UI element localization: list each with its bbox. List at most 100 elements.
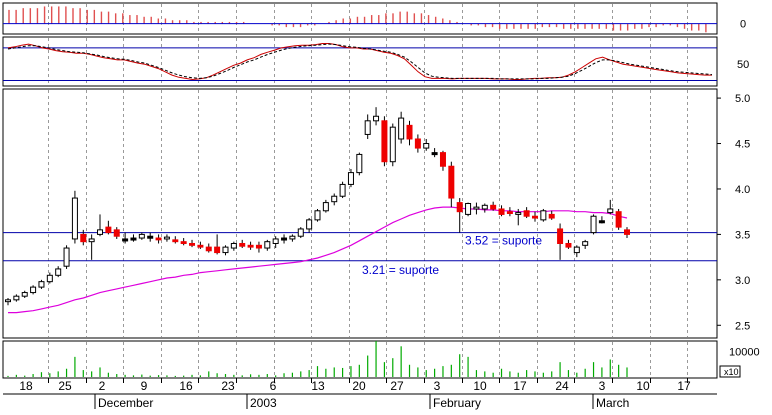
candle-body <box>431 152 438 156</box>
candlestick <box>21 290 28 299</box>
volume-panel: 10000 x10 <box>7 341 760 378</box>
candle-body <box>155 237 162 241</box>
candlestick <box>431 148 438 158</box>
candle-body <box>473 206 480 210</box>
candle-body <box>565 242 572 248</box>
date-month-label: March <box>596 396 629 410</box>
candlestick <box>38 279 45 289</box>
candlestick <box>314 208 321 222</box>
candlestick <box>523 207 530 219</box>
candle-body <box>122 238 129 242</box>
candlestick <box>557 223 564 260</box>
candle-body <box>624 229 630 235</box>
candlestick <box>55 266 62 278</box>
oscillator-panel: 50 <box>3 43 749 82</box>
candlestick <box>71 190 78 244</box>
candle-body <box>414 138 421 149</box>
candlestick <box>356 152 363 176</box>
candlestick <box>364 114 371 139</box>
oscillator-line <box>7 43 712 81</box>
candlestick <box>548 210 555 220</box>
date-day-label: 9 <box>141 379 148 393</box>
candle-body <box>264 241 271 249</box>
candle-body <box>506 211 513 214</box>
candlestick <box>506 207 513 217</box>
date-day-label: 18 <box>19 379 33 393</box>
candle-body <box>598 220 605 224</box>
candlestick <box>163 234 170 242</box>
candlestick <box>590 214 597 235</box>
date-day-label: 10 <box>473 379 487 393</box>
candle-body <box>373 115 380 122</box>
candlestick <box>540 208 547 222</box>
candlestick <box>406 120 413 146</box>
date-day-label: 10 <box>636 379 650 393</box>
candle-body <box>465 203 472 215</box>
support-label-upper: 3.52 = suporte <box>465 234 542 248</box>
candlestick <box>214 234 221 255</box>
candle-body <box>523 210 530 217</box>
candlestick <box>615 208 622 230</box>
candlestick <box>481 203 488 213</box>
panel-frames <box>2 2 718 395</box>
candle-body <box>147 235 154 239</box>
candlestick <box>573 245 580 258</box>
candlestick <box>247 241 254 250</box>
candle-body <box>381 120 388 163</box>
candle-body <box>5 299 11 303</box>
candlestick <box>264 239 271 251</box>
candle-body <box>163 236 170 240</box>
candlestick <box>565 239 572 249</box>
candle-body <box>389 126 396 163</box>
candlestick <box>498 205 505 217</box>
candlestick <box>13 294 20 302</box>
date-day-label: 13 <box>311 379 325 393</box>
candle-body <box>281 237 288 241</box>
candlestick <box>189 239 196 248</box>
candle-body <box>113 229 120 237</box>
candle-body <box>97 229 104 235</box>
candlestick <box>80 229 87 246</box>
candlestick <box>582 239 589 249</box>
candlestick <box>465 202 472 217</box>
candle-body <box>356 153 363 174</box>
candle-body <box>398 117 405 140</box>
candle-body <box>55 268 62 276</box>
date-day-label: 27 <box>390 379 404 393</box>
candlestick <box>515 208 522 226</box>
candle-body <box>540 210 547 221</box>
price-panel: 5.0 4.5 4.0 3.5 3.0 2.5 3.52 = suporte 3.21 = s… <box>3 93 750 332</box>
candle-body <box>138 233 145 239</box>
candle-body <box>214 246 221 254</box>
candlestick <box>624 227 630 239</box>
candlestick <box>389 123 396 167</box>
volume-multiplier-label: x10 <box>724 367 739 377</box>
candlestick <box>255 241 262 253</box>
candlestick <box>105 220 112 235</box>
candlestick <box>448 161 455 208</box>
candle-body <box>247 244 254 248</box>
date-day-label: 3 <box>599 379 606 393</box>
price-tick-label: 4.0 <box>735 184 750 196</box>
panel-frame-price <box>2 88 718 339</box>
candle-body <box>423 143 430 149</box>
candlestick <box>180 238 187 246</box>
candlestick <box>398 111 405 144</box>
candle-body <box>515 212 522 215</box>
candle-body <box>88 238 95 243</box>
volume-tick-label: 10000 <box>729 347 760 359</box>
candle-body <box>272 238 279 244</box>
date-day-label: 24 <box>555 379 569 393</box>
histogram-panel: 0 <box>3 6 746 33</box>
candle-body <box>289 235 296 240</box>
candle-body <box>71 197 78 240</box>
date-month-label: December <box>98 396 153 410</box>
candle-body <box>590 215 597 234</box>
price-tick-label: 2.5 <box>735 320 750 332</box>
candlestick <box>172 236 179 244</box>
candle-body <box>205 246 212 252</box>
candlestick <box>339 181 346 199</box>
candlestick <box>381 116 388 167</box>
candle-body <box>481 204 488 210</box>
